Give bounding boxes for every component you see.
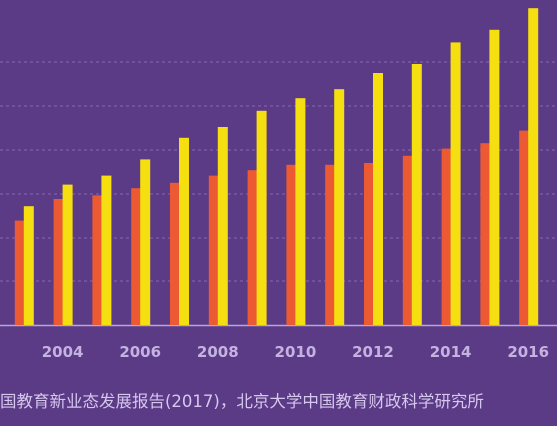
x-tick-label-6: 2014 (430, 343, 472, 361)
bar-series2-2012 (373, 73, 383, 325)
bar-series2-2007 (179, 137, 189, 325)
bar-series1-2004 (53, 199, 64, 325)
x-tick-label-7: 2016 (507, 343, 549, 361)
bar-series1-2011 (325, 164, 336, 325)
bar-series2-2015 (489, 29, 500, 326)
bar-series1-2012 (364, 163, 374, 325)
x-tick-label-1: 2004 (42, 343, 84, 361)
bar-series2-2016 (528, 8, 539, 325)
bar-series1-2016 (519, 130, 530, 325)
x-tick-label-3: 2008 (197, 343, 239, 361)
bar-series1-2008 (208, 175, 219, 325)
x-tick-label-5: 2012 (352, 343, 394, 361)
bar-series2-2009 (256, 110, 267, 325)
x-tick-label-2: 2006 (119, 343, 161, 361)
bar-series2-2013 (411, 64, 422, 325)
bar-series1-2015 (480, 143, 491, 325)
bar-series2-2014 (450, 42, 461, 326)
bar-series1-2006 (131, 188, 142, 325)
bar-series1-2005 (92, 195, 103, 325)
bar-series2-2010 (295, 98, 306, 325)
bar-series2-2005 (101, 175, 112, 325)
bar-series2-2003 (23, 206, 34, 325)
bar-series2-2011 (334, 89, 345, 325)
bar-series2-2004 (62, 184, 73, 325)
bar-series1-2003 (14, 220, 25, 325)
source-note: 国教育新业态发展报告(2017)，北京大学中国教育财政科学研究所 (0, 392, 484, 411)
bar-series2-2006 (140, 159, 151, 325)
x-tick-label-4: 2010 (275, 343, 317, 361)
bar-series1-2014 (441, 148, 452, 325)
bar-series1-2013 (402, 155, 413, 325)
bar-series1-2010 (286, 164, 297, 325)
bar-series1-2009 (247, 170, 258, 325)
bar-series1-2007 (170, 182, 180, 325)
bar-series2-2008 (217, 127, 228, 325)
